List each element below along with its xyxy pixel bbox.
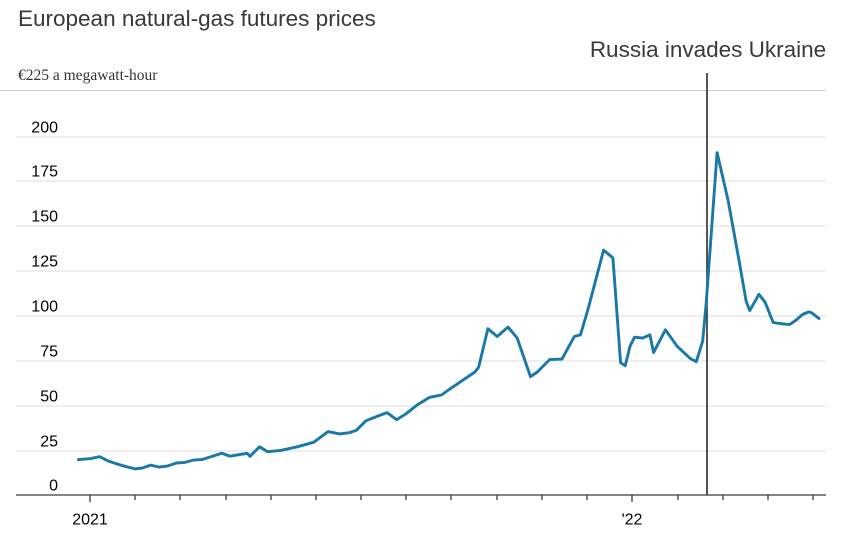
- svg-text:75: 75: [40, 344, 58, 361]
- svg-text:2021: 2021: [72, 512, 108, 529]
- svg-text:175: 175: [31, 164, 58, 181]
- svg-text:25: 25: [40, 434, 58, 451]
- svg-text:100: 100: [31, 299, 58, 316]
- svg-text:200: 200: [31, 120, 58, 137]
- svg-text:150: 150: [31, 209, 58, 226]
- svg-text:50: 50: [40, 389, 58, 406]
- svg-text:0: 0: [49, 478, 58, 495]
- svg-text:125: 125: [31, 254, 58, 271]
- svg-text:'22: '22: [622, 512, 643, 529]
